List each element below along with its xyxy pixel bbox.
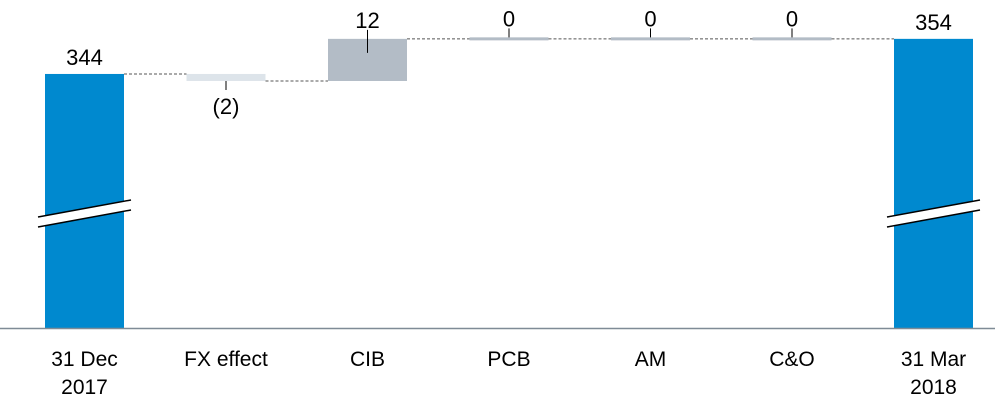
bar-0 <box>45 73 124 329</box>
value-label: 0 <box>503 6 515 31</box>
bar-1 <box>186 73 266 81</box>
value-label: 12 <box>355 8 379 33</box>
value-label: 0 <box>786 6 798 31</box>
axis-break-line <box>37 209 132 228</box>
bar-3 <box>469 37 549 41</box>
value-label: (2) <box>213 94 240 119</box>
category-label: 2018 <box>910 376 957 399</box>
labels-layer: 344 31 Dec 2017 (2) FX effect 12 CIB 0 PCB 0 AM 0 C&… <box>51 6 966 399</box>
value-label: 354 <box>915 10 952 35</box>
axis-break-gap <box>38 200 131 227</box>
bars-layer <box>37 28 981 329</box>
category-label: CIB <box>350 348 385 371</box>
category-label: AM <box>635 348 667 371</box>
category-label: 2017 <box>61 376 108 399</box>
bar-5 <box>752 37 832 41</box>
category-label: PCB <box>487 348 530 371</box>
value-label: 344 <box>66 45 103 70</box>
axis-break-line <box>886 209 981 228</box>
axis-break-line <box>886 199 981 218</box>
category-label: 31 Dec <box>51 348 118 371</box>
bar-6 <box>894 38 973 329</box>
axis-break-gap <box>887 200 980 227</box>
axis-break-line <box>37 199 132 218</box>
value-label: 0 <box>644 6 656 31</box>
category-label: 31 Mar <box>901 348 966 371</box>
category-label: FX effect <box>184 348 268 371</box>
category-label: C&O <box>769 348 815 371</box>
bar-4 <box>611 37 690 41</box>
